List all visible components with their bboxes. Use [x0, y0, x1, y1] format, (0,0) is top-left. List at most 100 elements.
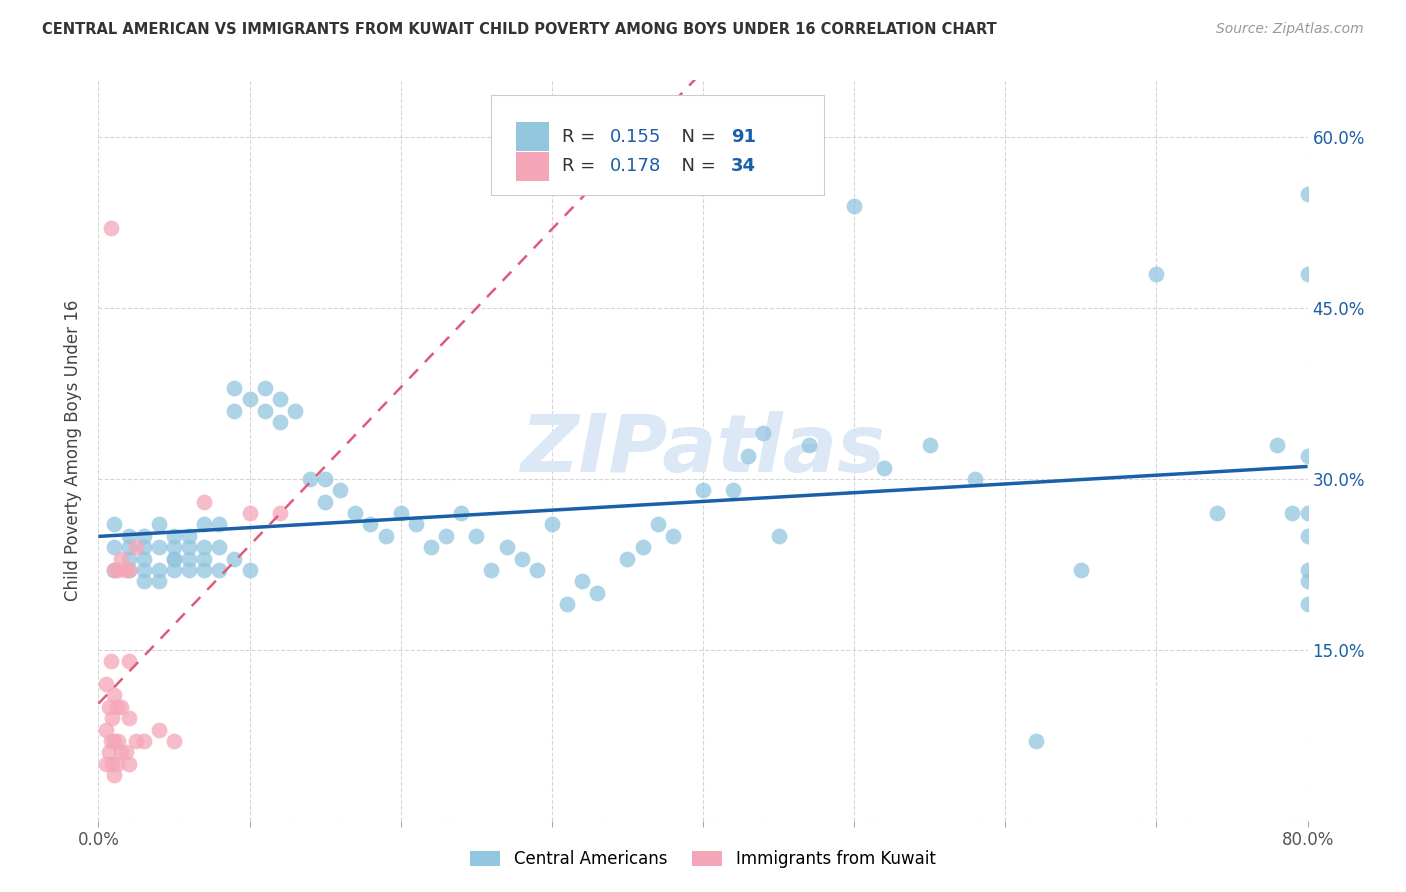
Text: R =: R =	[561, 157, 600, 176]
Point	[208, 563, 231, 577]
Point	[873, 460, 896, 475]
Point	[208, 541, 231, 555]
Point	[132, 734, 155, 748]
Point	[737, 449, 759, 463]
Point	[1144, 267, 1167, 281]
Point	[299, 472, 322, 486]
Point	[94, 723, 117, 737]
Point	[224, 381, 246, 395]
Point	[344, 506, 367, 520]
Point	[148, 517, 170, 532]
Point	[555, 597, 578, 611]
Point	[450, 506, 472, 520]
Text: N =: N =	[671, 157, 721, 176]
Point	[101, 711, 124, 725]
Point	[193, 517, 215, 532]
Point	[752, 426, 775, 441]
Text: N =: N =	[671, 128, 721, 145]
Point	[118, 711, 141, 725]
Point	[163, 541, 186, 555]
FancyBboxPatch shape	[492, 95, 824, 195]
FancyBboxPatch shape	[516, 121, 550, 152]
Point	[420, 541, 443, 555]
Point	[434, 529, 457, 543]
Point	[103, 541, 125, 555]
Point	[163, 529, 186, 543]
Point	[179, 563, 201, 577]
Point	[329, 483, 352, 498]
Point	[1296, 563, 1319, 577]
Point	[110, 551, 132, 566]
Point	[495, 541, 517, 555]
Point	[105, 699, 128, 714]
Point	[94, 756, 117, 771]
Point	[360, 517, 382, 532]
Point	[314, 472, 336, 486]
Point	[269, 415, 291, 429]
Point	[100, 221, 122, 235]
Legend: Central Americans, Immigrants from Kuwait: Central Americans, Immigrants from Kuwai…	[464, 844, 942, 875]
Point	[193, 494, 215, 508]
Point	[1296, 597, 1319, 611]
Point	[269, 506, 291, 520]
Point	[107, 734, 129, 748]
Point	[132, 529, 155, 543]
Point	[94, 677, 117, 691]
Point	[526, 563, 548, 577]
Point	[101, 756, 124, 771]
Point	[148, 723, 170, 737]
Point	[239, 563, 262, 577]
Point	[193, 551, 215, 566]
Text: 34: 34	[731, 157, 756, 176]
Point	[103, 517, 125, 532]
Point	[98, 745, 121, 759]
Point	[118, 654, 141, 668]
Point	[1296, 574, 1319, 589]
Point	[100, 734, 122, 748]
Point	[132, 551, 155, 566]
Text: ZIPatlas: ZIPatlas	[520, 411, 886, 490]
Point	[1206, 506, 1229, 520]
Point	[125, 734, 148, 748]
Point	[1296, 267, 1319, 281]
Point	[103, 563, 125, 577]
Point	[105, 756, 128, 771]
Point	[208, 517, 231, 532]
Point	[647, 517, 669, 532]
Point	[110, 699, 132, 714]
Point	[1296, 449, 1319, 463]
Point	[100, 654, 122, 668]
Point	[118, 563, 141, 577]
Point	[148, 574, 170, 589]
Point	[1296, 529, 1319, 543]
Point	[239, 392, 262, 407]
Point	[193, 541, 215, 555]
Point	[797, 438, 820, 452]
Point	[103, 563, 125, 577]
Point	[179, 551, 201, 566]
Point	[193, 563, 215, 577]
Point	[723, 483, 745, 498]
Point	[1267, 438, 1289, 452]
Point	[768, 529, 790, 543]
Point	[118, 563, 141, 577]
Point	[224, 403, 246, 417]
Point	[103, 689, 125, 703]
Y-axis label: Child Poverty Among Boys Under 16: Child Poverty Among Boys Under 16	[65, 300, 83, 601]
Point	[118, 756, 141, 771]
Point	[269, 392, 291, 407]
Point	[118, 551, 141, 566]
Text: 0.178: 0.178	[610, 157, 661, 176]
Text: R =: R =	[561, 128, 600, 145]
Point	[239, 506, 262, 520]
Point	[118, 541, 141, 555]
Point	[692, 483, 714, 498]
Point	[586, 586, 609, 600]
Point	[405, 517, 427, 532]
Point	[163, 734, 186, 748]
Point	[465, 529, 488, 543]
Point	[148, 541, 170, 555]
Point	[103, 734, 125, 748]
Point	[661, 529, 683, 543]
Point	[118, 529, 141, 543]
